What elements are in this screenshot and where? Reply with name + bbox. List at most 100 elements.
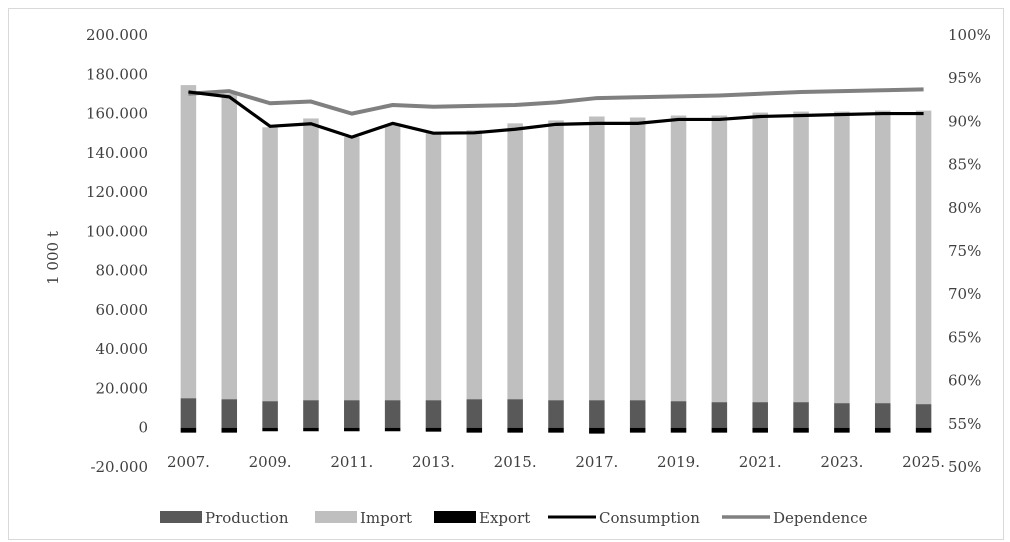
legend: Production Import Export Consumption Depende… <box>160 509 868 527</box>
export-bar <box>303 427 319 432</box>
y-tick-label: 140.000 <box>86 144 148 162</box>
consumption-line <box>188 90 924 139</box>
import-bar <box>834 111 850 404</box>
export-bar <box>262 427 278 432</box>
export-bar <box>344 427 360 432</box>
y-tick-label: 100.000 <box>86 222 148 240</box>
y2-tick-label: 75% <box>948 242 981 260</box>
production-bar <box>466 399 483 428</box>
y-tick-label: 80.000 <box>96 262 149 280</box>
export-bar <box>384 427 401 432</box>
x-tick-label: 2021. <box>739 453 782 471</box>
export-bar <box>915 427 932 433</box>
export-bar <box>180 427 197 433</box>
y-tick-label: 160.000 <box>86 105 148 123</box>
y-tick-label: 180.000 <box>86 65 148 83</box>
x-tick-label: 2019. <box>657 453 700 471</box>
import-bar <box>180 85 197 399</box>
import-bar <box>711 115 728 403</box>
import-bar <box>344 137 360 401</box>
production-bar <box>629 400 646 428</box>
x-tick-label: 2011. <box>330 453 373 471</box>
export-bar <box>711 427 728 433</box>
legend-label: Consumption <box>599 509 700 527</box>
production-bar <box>874 403 891 428</box>
y-tick-label: 40.000 <box>96 340 149 358</box>
import-bar <box>425 133 442 401</box>
y2-tick-label: 70% <box>948 285 981 303</box>
x-axis-ticks: 2007. 2009. 2011. 2013. 2015. 2017. 2019. 2021.… <box>167 453 945 471</box>
import-bar <box>670 115 687 402</box>
import-bar <box>793 111 809 403</box>
bar-series <box>180 85 932 434</box>
export-bar <box>507 427 523 433</box>
production-bar <box>507 399 523 428</box>
production-bar <box>384 400 401 428</box>
legend-swatch <box>434 511 476 523</box>
y-tick-label: 20.000 <box>96 379 149 397</box>
y2-tick-label: 65% <box>948 328 981 346</box>
export-bar <box>221 427 238 433</box>
x-tick-label: 2017. <box>575 453 618 471</box>
x-tick-label: 2023. <box>820 453 863 471</box>
legend-swatch <box>160 511 202 523</box>
export-bar <box>874 427 891 433</box>
production-bar <box>793 402 809 428</box>
export-bar <box>548 427 564 433</box>
export-bar <box>629 427 646 433</box>
import-bar <box>466 130 483 400</box>
y2-tick-label: 80% <box>948 199 981 217</box>
production-bar <box>180 398 197 428</box>
production-bar <box>834 403 850 428</box>
export-bar <box>670 427 687 433</box>
production-bar <box>752 402 768 428</box>
production-bar <box>548 400 564 428</box>
x-tick-label: 2015. <box>494 453 537 471</box>
y-tick-label: 200.000 <box>86 26 148 44</box>
legend-label: Export <box>479 509 530 527</box>
import-bar <box>915 110 932 405</box>
export-bar <box>752 427 768 433</box>
legend-swatch <box>315 511 357 523</box>
line-series <box>188 87 924 139</box>
dependence-line <box>188 87 924 116</box>
y2-tick-label: 55% <box>948 415 981 433</box>
import-bar <box>507 123 523 400</box>
import-bar <box>303 118 319 401</box>
y-axis-right-ticks: 50% 55% 60% 65% 70% 75% 80% 85% 90% 95% 100% <box>948 26 991 476</box>
export-bar <box>793 427 809 433</box>
import-bar <box>384 124 401 401</box>
production-bar <box>589 400 605 428</box>
legend-label: Production <box>205 509 289 527</box>
legend-label: Import <box>360 509 412 527</box>
y2-tick-label: 50% <box>948 458 981 476</box>
y2-tick-label: 85% <box>948 156 981 174</box>
x-tick-label: 2025. <box>902 453 945 471</box>
import-bar <box>262 127 278 402</box>
y-axis-left-ticks: -20.000 0 20.000 40.000 60.000 80.000 100.000 1… <box>86 26 148 476</box>
production-bar <box>221 399 238 428</box>
y-tick-label: 0 <box>138 419 148 437</box>
import-bar <box>589 116 605 401</box>
export-bar <box>834 427 850 433</box>
import-bar <box>752 112 768 403</box>
y-tick-label: 60.000 <box>96 301 149 319</box>
production-bar <box>425 400 442 428</box>
x-tick-label: 2007. <box>167 453 210 471</box>
y2-tick-label: 60% <box>948 372 981 390</box>
import-bar <box>548 120 564 401</box>
x-tick-label: 2009. <box>249 453 292 471</box>
export-bar <box>425 427 442 432</box>
production-bar <box>262 401 278 428</box>
export-bar <box>589 427 605 434</box>
y-tick-label: -20.000 <box>90 458 148 476</box>
y2-tick-label: 95% <box>948 69 981 87</box>
production-bar <box>344 400 360 428</box>
production-bar <box>915 404 932 428</box>
legend-label: Dependence <box>773 509 868 527</box>
production-bar <box>303 400 319 428</box>
import-bar <box>629 117 646 401</box>
production-bar <box>670 401 687 428</box>
export-bar <box>466 427 483 433</box>
